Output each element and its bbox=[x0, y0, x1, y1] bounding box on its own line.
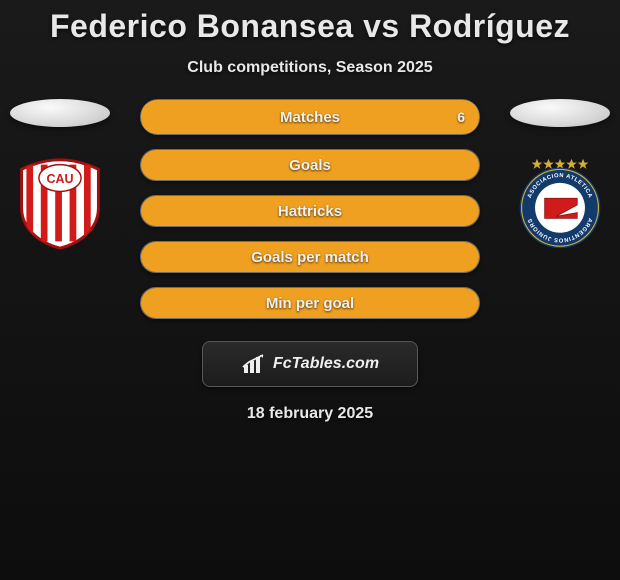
stat-label: Hattricks bbox=[278, 203, 342, 220]
footer-date: 18 february 2025 bbox=[0, 405, 620, 423]
stats-column: Matches 6 Goals Hattricks Goals per match Min… bbox=[140, 99, 480, 333]
right-side: ASOCIACION ATLETICA ARGENTINOS JUNIORS bbox=[510, 99, 610, 251]
player-oval-right bbox=[510, 99, 610, 127]
stat-row: Hattricks bbox=[140, 195, 480, 227]
club-crest-left: CAU bbox=[12, 155, 108, 251]
svg-text:CAU: CAU bbox=[46, 172, 73, 186]
player-oval-left bbox=[10, 99, 110, 127]
branding-chart-icon bbox=[241, 353, 267, 375]
comparison-layout: CAU Matches 6 Goals Hattricks Goals per matc… bbox=[0, 99, 620, 333]
stat-row: Goals bbox=[140, 149, 480, 181]
stat-value-right: 6 bbox=[457, 109, 465, 125]
stat-row: Goals per match bbox=[140, 241, 480, 273]
stat-label: Matches bbox=[280, 109, 340, 126]
stat-row: Matches 6 bbox=[140, 99, 480, 135]
club-crest-right: ASOCIACION ATLETICA ARGENTINOS JUNIORS bbox=[512, 155, 608, 251]
stat-label: Goals bbox=[289, 157, 331, 174]
branding-box: FcTables.com bbox=[202, 341, 418, 387]
page-title: Federico Bonansea vs Rodríguez bbox=[0, 0, 620, 45]
stat-label: Goals per match bbox=[251, 249, 369, 266]
stat-row: Min per goal bbox=[140, 287, 480, 319]
branding-text: FcTables.com bbox=[273, 355, 379, 373]
stat-label: Min per goal bbox=[266, 295, 354, 312]
subtitle: Club competitions, Season 2025 bbox=[0, 59, 620, 77]
left-side: CAU bbox=[10, 99, 110, 251]
